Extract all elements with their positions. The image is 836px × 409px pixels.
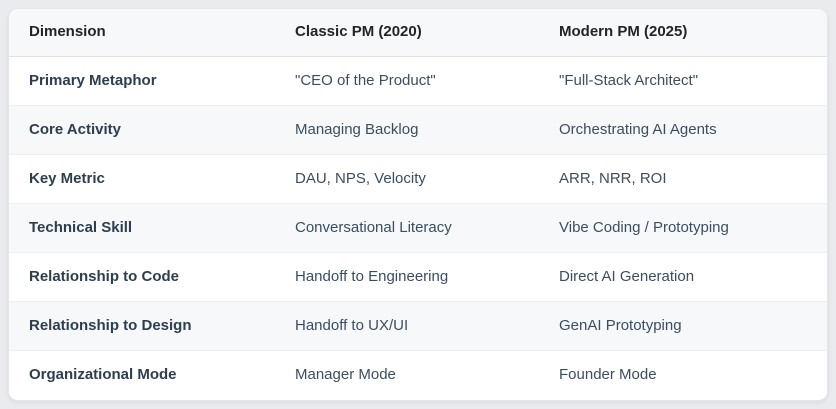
- table-row-technical-skill: Technical Skill Conversational Literacy …: [9, 203, 827, 252]
- cell-dimension: Key Metric: [29, 169, 105, 187]
- cell-classic-pm: Handoff to Engineering: [295, 267, 449, 285]
- cell-modern-pm: ARR, NRR, ROI: [559, 169, 667, 187]
- cell-classic-pm: DAU, NPS, Velocity: [295, 169, 426, 187]
- table-row-relationship-to-design: Relationship to Design Handoff to UX/UI …: [9, 301, 827, 350]
- header-row: Dimension Classic PM (2020) Modern PM (2…: [9, 9, 827, 56]
- column-header-modern-pm: Modern PM (2025): [559, 23, 688, 41]
- table-row-relationship-to-code: Relationship to Code Handoff to Engineer…: [9, 252, 827, 301]
- cell-modern-pm: GenAI Prototyping: [559, 316, 682, 334]
- cell-classic-pm: Conversational Literacy: [295, 218, 452, 236]
- cell-dimension: Relationship to Design: [29, 316, 192, 334]
- cell-modern-pm: Founder Mode: [559, 365, 657, 383]
- table-header: Dimension Classic PM (2020) Modern PM (2…: [9, 9, 827, 56]
- cell-dimension: Relationship to Code: [29, 267, 179, 285]
- cell-modern-pm: "Full-Stack Architect": [559, 71, 699, 89]
- table-row-key-metric: Key Metric DAU, NPS, Velocity ARR, NRR, …: [9, 154, 827, 203]
- cell-classic-pm: Managing Backlog: [295, 120, 419, 138]
- column-header-classic-pm: Classic PM (2020): [295, 23, 422, 41]
- cell-dimension: Technical Skill: [29, 218, 133, 236]
- cell-classic-pm: Handoff to UX/UI: [295, 316, 409, 334]
- table-row-core-activity: Core Activity Managing Backlog Orchestra…: [9, 105, 827, 154]
- cell-modern-pm: Direct AI Generation: [559, 267, 695, 285]
- pm-comparison-table: Dimension Classic PM (2020) Modern PM (2…: [9, 9, 827, 399]
- comparison-table-card: Dimension Classic PM (2020) Modern PM (2…: [8, 8, 828, 401]
- column-header-dimension: Dimension: [29, 23, 106, 41]
- cell-modern-pm: Vibe Coding / Prototyping: [559, 218, 729, 236]
- table-row-primary-metaphor: Primary Metaphor "CEO of the Product" "F…: [9, 56, 827, 105]
- cell-dimension: Primary Metaphor: [29, 71, 157, 89]
- table-row-organizational-mode: Organizational Mode Manager Mode Founder…: [9, 350, 827, 399]
- cell-dimension: Organizational Mode: [29, 365, 177, 383]
- cell-modern-pm: Orchestrating AI Agents: [559, 120, 717, 138]
- cell-classic-pm: "CEO of the Product": [295, 71, 436, 89]
- cell-classic-pm: Manager Mode: [295, 365, 396, 383]
- cell-dimension: Core Activity: [29, 120, 121, 138]
- table-body: Primary Metaphor "CEO of the Product" "F…: [9, 56, 827, 399]
